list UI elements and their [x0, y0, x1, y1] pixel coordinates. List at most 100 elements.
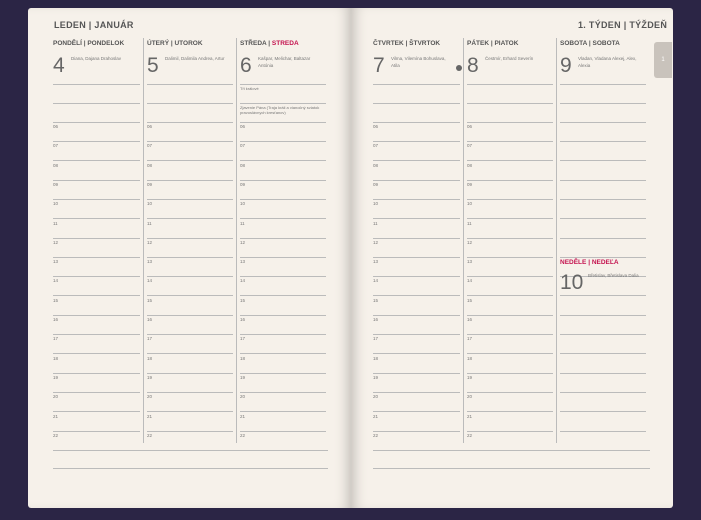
hour-line[interactable]: [560, 179, 646, 181]
hour-line[interactable]: [467, 430, 553, 432]
hour-line[interactable]: [467, 391, 553, 393]
writing-line[interactable]: [147, 84, 233, 85]
hour-line[interactable]: [467, 179, 553, 181]
hour-line[interactable]: [147, 353, 233, 355]
hour-line[interactable]: [373, 314, 460, 316]
hour-line[interactable]: [147, 160, 233, 162]
hour-line[interactable]: [53, 218, 140, 220]
hour-line[interactable]: [53, 295, 140, 297]
hour-line[interactable]: [147, 276, 233, 278]
hour-line[interactable]: [467, 372, 553, 374]
writing-line[interactable]: [467, 122, 553, 123]
hour-line[interactable]: [373, 334, 460, 335]
hour-line[interactable]: [240, 334, 326, 335]
writing-line[interactable]: [53, 122, 140, 123]
hour-line[interactable]: [53, 276, 140, 278]
writing-line[interactable]: [147, 122, 233, 123]
hour-line[interactable]: [147, 179, 233, 181]
hour-line[interactable]: [373, 276, 460, 278]
hour-line[interactable]: [53, 372, 140, 374]
hour-line[interactable]: [240, 141, 326, 142]
hour-line[interactable]: [53, 237, 140, 239]
writing-line[interactable]: [240, 122, 326, 123]
notes-line[interactable]: [373, 450, 650, 451]
hour-line[interactable]: [467, 314, 553, 316]
hour-line[interactable]: [240, 160, 326, 162]
hour-line[interactable]: [373, 372, 460, 374]
hour-line[interactable]: [53, 179, 140, 181]
hour-line[interactable]: [147, 198, 233, 200]
hour-line[interactable]: [373, 237, 460, 239]
hour-line[interactable]: [53, 391, 140, 393]
hour-line[interactable]: [373, 430, 460, 432]
hour-line[interactable]: [240, 411, 326, 413]
writing-line[interactable]: [467, 84, 553, 85]
hour-line[interactable]: [53, 256, 140, 258]
hour-line[interactable]: [240, 276, 326, 278]
hour-line[interactable]: [560, 430, 646, 432]
hour-line[interactable]: [240, 179, 326, 181]
hour-line[interactable]: [467, 295, 553, 297]
hour-line[interactable]: [560, 218, 646, 220]
hour-line[interactable]: [53, 160, 140, 162]
writing-line[interactable]: [53, 103, 140, 104]
hour-line[interactable]: [467, 256, 553, 258]
hour-line[interactable]: [560, 391, 646, 393]
writing-line[interactable]: [560, 122, 646, 123]
hour-line[interactable]: [373, 256, 460, 258]
hour-line[interactable]: [147, 314, 233, 316]
hour-line[interactable]: [467, 237, 553, 239]
hour-line[interactable]: [240, 430, 326, 432]
hour-line[interactable]: [240, 372, 326, 374]
hour-line[interactable]: [53, 430, 140, 432]
hour-line[interactable]: [147, 430, 233, 432]
hour-line[interactable]: [560, 411, 646, 413]
hour-line[interactable]: [467, 141, 553, 142]
hour-line[interactable]: [373, 391, 460, 393]
hour-line[interactable]: [560, 160, 646, 162]
hour-line[interactable]: [53, 353, 140, 355]
writing-line[interactable]: [240, 103, 326, 104]
hour-line[interactable]: [560, 237, 646, 239]
writing-line[interactable]: [373, 122, 460, 123]
hour-line[interactable]: [53, 314, 140, 316]
notes-line[interactable]: [53, 468, 328, 469]
hour-line[interactable]: [373, 218, 460, 220]
hour-line[interactable]: [240, 295, 326, 297]
hour-line[interactable]: [467, 218, 553, 220]
writing-line[interactable]: [373, 103, 460, 104]
hour-line[interactable]: [147, 391, 233, 393]
hour-line[interactable]: [560, 256, 646, 258]
hour-line[interactable]: [53, 334, 140, 335]
hour-line[interactable]: [373, 179, 460, 181]
hour-line[interactable]: [373, 353, 460, 355]
writing-line[interactable]: [373, 84, 460, 85]
hour-line[interactable]: [147, 256, 233, 258]
hour-line[interactable]: [53, 198, 140, 200]
notes-line[interactable]: [53, 450, 328, 451]
hour-line[interactable]: [373, 295, 460, 297]
hour-line[interactable]: [560, 276, 646, 278]
hour-line[interactable]: [467, 334, 553, 335]
hour-line[interactable]: [240, 198, 326, 200]
hour-line[interactable]: [467, 353, 553, 355]
hour-line[interactable]: [147, 411, 233, 413]
hour-line[interactable]: [560, 198, 646, 200]
writing-line[interactable]: [467, 103, 553, 104]
hour-line[interactable]: [560, 353, 646, 355]
hour-line[interactable]: [560, 295, 646, 297]
notes-line[interactable]: [373, 468, 650, 469]
hour-line[interactable]: [147, 372, 233, 374]
hour-line[interactable]: [560, 334, 646, 335]
writing-line[interactable]: [147, 103, 233, 104]
hour-line[interactable]: [240, 218, 326, 220]
hour-line[interactable]: [147, 295, 233, 297]
hour-line[interactable]: [147, 218, 233, 220]
writing-line[interactable]: [240, 84, 326, 85]
hour-line[interactable]: [373, 411, 460, 413]
hour-line[interactable]: [240, 256, 326, 258]
hour-line[interactable]: [560, 372, 646, 374]
hour-line[interactable]: [373, 160, 460, 162]
hour-line[interactable]: [467, 276, 553, 278]
hour-line[interactable]: [240, 391, 326, 393]
